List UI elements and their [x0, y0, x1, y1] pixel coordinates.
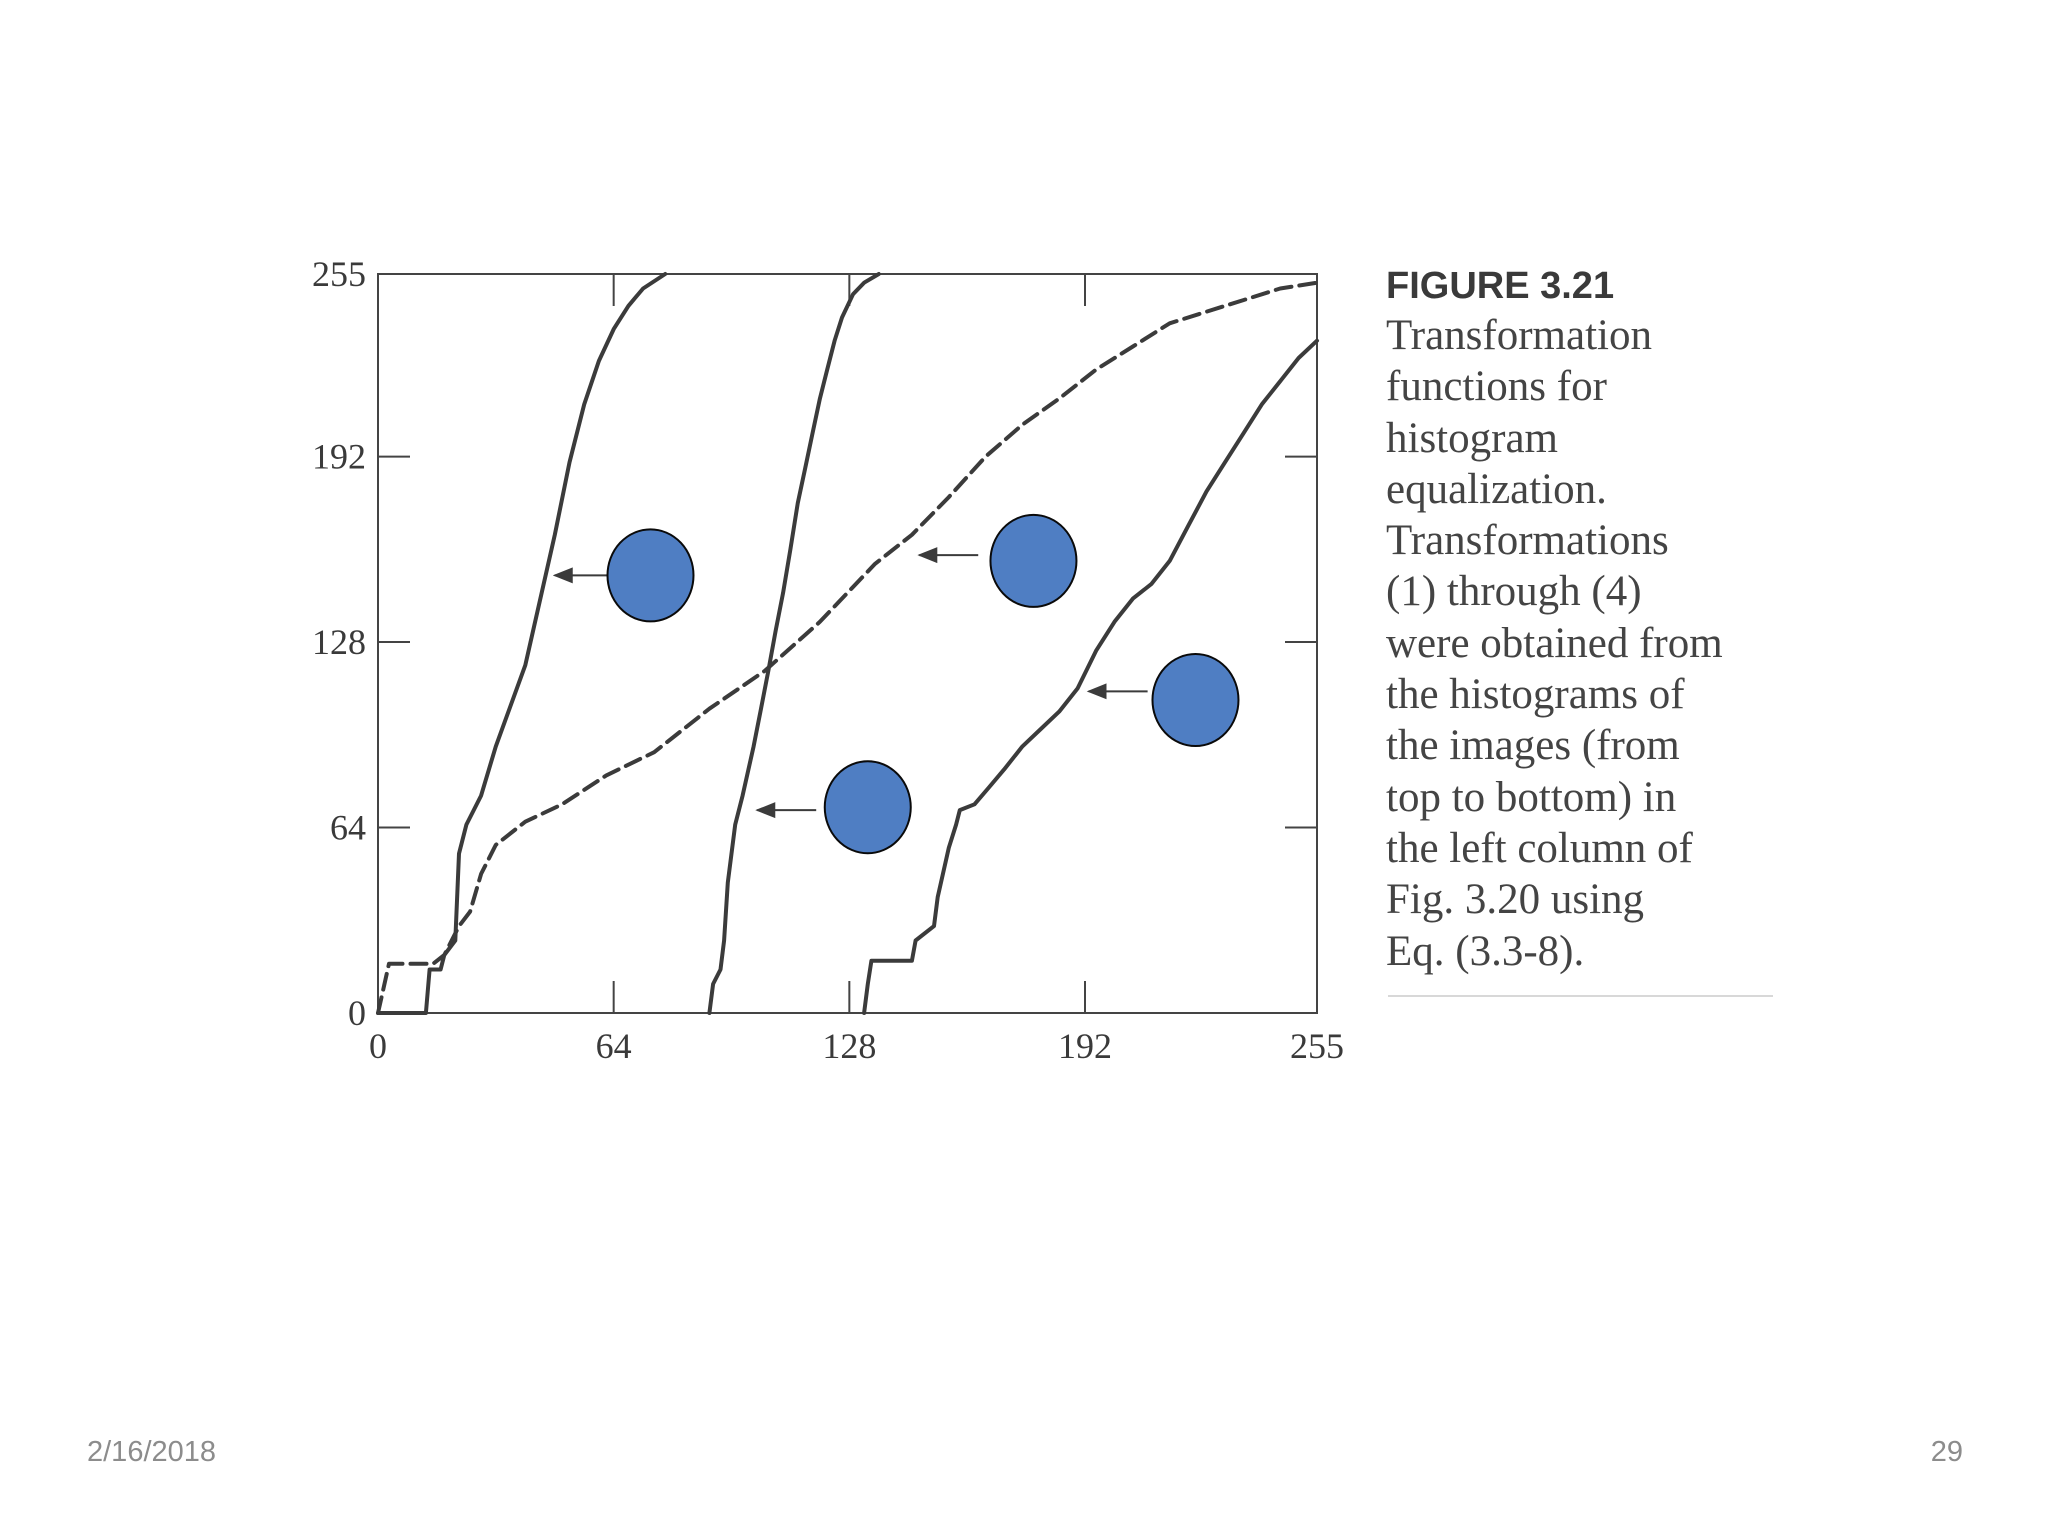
series-line-1	[376, 272, 668, 1015]
axis-tick-labels: 0 64 128 192 255 0 64 128 192 255	[312, 254, 1344, 1066]
annotation-marker-1	[606, 528, 695, 623]
plot-frame	[377, 273, 1318, 1014]
figure-label: FIGURE 3.21	[1386, 265, 1615, 307]
slide-page-number: 29	[1930, 1436, 1963, 1468]
y-tick-label: 0	[348, 993, 366, 1033]
y-tick-label: 255	[312, 254, 366, 294]
x-tick-label: 192	[1058, 1026, 1112, 1066]
caption-text: Transformation functions for histogram e…	[1386, 312, 1723, 975]
series-lines	[376, 272, 1319, 1015]
y-tick-label: 64	[330, 808, 366, 848]
curve-annotations	[552, 513, 1240, 855]
x-tick-label: 0	[369, 1026, 387, 1066]
x-tick-label: 128	[822, 1026, 876, 1066]
axis-ticks	[378, 274, 1317, 1013]
y-tick-label: 128	[312, 622, 366, 662]
annotation-marker-4	[1151, 653, 1240, 748]
y-tick-label: 192	[312, 437, 366, 477]
x-tick-label: 64	[596, 1026, 632, 1066]
annotation-marker-2	[989, 513, 1078, 608]
slide-date: 2/16/2018	[87, 1436, 217, 1468]
series-line-4	[862, 338, 1319, 1015]
series-line-3	[707, 272, 881, 1015]
caption-divider	[1388, 995, 1773, 997]
series-line-2	[376, 280, 1319, 1015]
x-tick-label: 255	[1290, 1026, 1344, 1066]
figure-caption: FIGURE 3.21 Transformation functions for…	[1386, 262, 1806, 977]
annotation-marker-3	[823, 760, 912, 855]
